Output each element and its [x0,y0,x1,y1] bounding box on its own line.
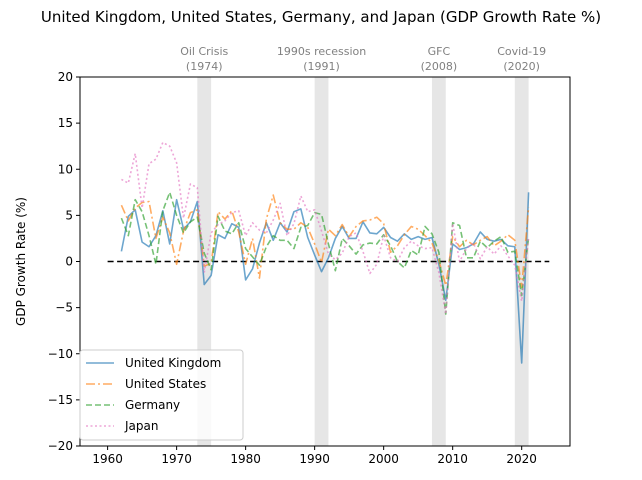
series-line-germany [120,191,530,315]
annotation-year-2: (2008) [421,60,458,73]
x-tick-label: 2010 [437,452,468,466]
annotation-year-1: (1991) [303,60,340,73]
annotation-label-0: Oil Crisis [180,45,228,58]
series-line-united-kingdom [120,192,530,364]
x-tick-label: 1990 [299,452,330,466]
y-tick-label: 0 [65,255,73,269]
series-lines [120,141,530,364]
x-tick-label: 1960 [92,452,123,466]
legend-entry: United Kingdom [125,356,221,370]
legend-entry: United States [125,377,206,391]
legend-entry: Germany [125,398,180,412]
y-tick-label: 5 [65,208,73,222]
legend: United Kingdom United States Germany Japan [79,349,244,441]
annotation-year-0: (1974) [186,60,223,73]
x-tick-label: 2020 [506,452,537,466]
x-tick-label: 1980 [230,452,261,466]
legend-entry: Japan [124,419,158,433]
y-axis-label: GDP Growth Rate (%) [14,197,28,326]
y-tick-label: 20 [58,70,73,84]
x-axis-ticks: 1960 1970 1980 1990 2000 2010 2020 [92,446,537,466]
y-tick-label: −20 [48,439,73,453]
annotation-labels: Oil Crisis (1974) 1990s recession (1991) GFC… [180,45,546,73]
y-tick-label: −10 [48,347,73,361]
annotation-label-1: 1990s recession [277,45,366,58]
chart-title: United Kingdom, United States, Germany, … [41,8,601,26]
y-axis-ticks: −20 −15 −10 −5 0 5 10 15 20 [48,70,80,453]
annotation-year-3: (2020) [503,60,540,73]
legend-box [79,349,244,441]
y-tick-label: 10 [58,162,73,176]
annotation-label-3: Covid-19 [497,45,546,58]
y-tick-label: −15 [48,393,73,407]
y-tick-label: −5 [55,301,73,315]
y-tick-label: 15 [58,116,73,130]
series-line-united-states [120,194,530,289]
annotation-label-2: GFC [428,45,451,58]
series-line-japan [121,141,530,315]
x-tick-label: 2000 [368,452,399,466]
x-tick-label: 1970 [161,452,192,466]
